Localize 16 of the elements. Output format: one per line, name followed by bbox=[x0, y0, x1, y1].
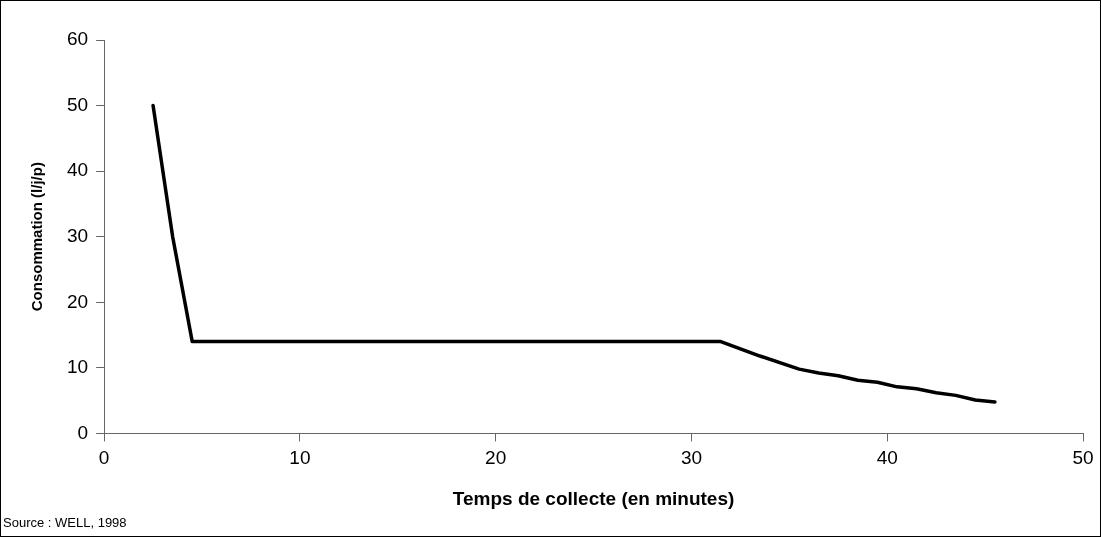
source-note: Source : WELL, 1998 bbox=[3, 515, 127, 531]
x-tick-label: 30 bbox=[680, 447, 703, 469]
x-tick-label: 0 bbox=[98, 447, 110, 469]
x-axis-title: Temps de collecte (en minutes) bbox=[452, 487, 735, 509]
x-tick-label: 10 bbox=[289, 447, 311, 469]
y-tick-label: 10 bbox=[66, 356, 89, 378]
y-tick-label: 50 bbox=[66, 93, 89, 115]
x-tick-label: 50 bbox=[1072, 447, 1094, 469]
y-tick-label: 30 bbox=[66, 224, 89, 246]
y-tick-label: 40 bbox=[66, 159, 89, 181]
y-tick-label: 20 bbox=[66, 290, 89, 312]
y-tick-label: 0 bbox=[77, 421, 89, 443]
y-axis-title: Consommation (l/j/p) bbox=[28, 162, 46, 312]
x-tick-label: 40 bbox=[876, 447, 898, 469]
y-tick-label: 60 bbox=[66, 28, 89, 50]
x-tick-label: 20 bbox=[485, 447, 507, 469]
